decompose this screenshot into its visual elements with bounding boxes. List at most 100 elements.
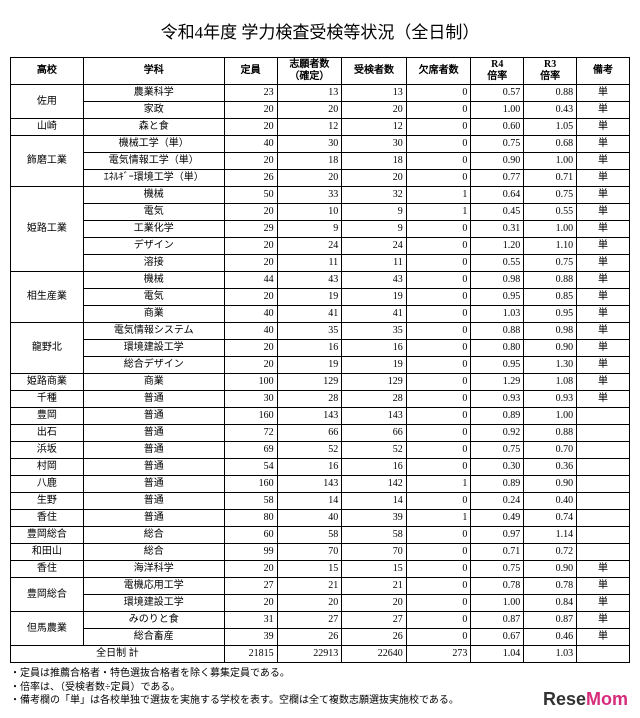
cell-dept: 電気 bbox=[83, 204, 224, 221]
cell-dept: 環境建設工学 bbox=[83, 340, 224, 357]
table-row: 香住海洋科学20151500.750.90単 bbox=[11, 561, 630, 578]
cell-r3: 0.84 bbox=[524, 595, 577, 612]
cell-cap: 39 bbox=[224, 629, 277, 646]
cell-note: 単 bbox=[577, 153, 630, 170]
cell-r3: 0.75 bbox=[524, 187, 577, 204]
cell-app: 20 bbox=[277, 595, 342, 612]
table-row: 和田山総合99707000.710.72 bbox=[11, 544, 630, 561]
cell-exam: 129 bbox=[342, 374, 407, 391]
cell-r3: 0.88 bbox=[524, 425, 577, 442]
cell-dept: 機械 bbox=[83, 187, 224, 204]
school-cell: 山崎 bbox=[11, 119, 84, 136]
cell-note: 単 bbox=[577, 612, 630, 629]
school-cell: 村岡 bbox=[11, 459, 84, 476]
cell-dept: 商業 bbox=[83, 374, 224, 391]
watermark-text: Rese bbox=[543, 689, 586, 709]
cell-note: 単 bbox=[577, 391, 630, 408]
cell-dept: 総合畜産 bbox=[83, 629, 224, 646]
table-row: 電気2010910.450.55単 bbox=[11, 204, 630, 221]
cell-r4: 0.97 bbox=[471, 527, 524, 544]
cell-note: 単 bbox=[577, 578, 630, 595]
cell-r3: 0.68 bbox=[524, 136, 577, 153]
school-cell: 香住 bbox=[11, 510, 84, 527]
footnotes: ・定員は推薦合格者・特色選抜合格者を除く募集定員である。・倍率は、（受検者数÷定… bbox=[10, 667, 630, 708]
table-row: 八鹿普通16014314210.890.90 bbox=[11, 476, 630, 493]
cell-abs: 1 bbox=[406, 510, 471, 527]
cell-cap: 40 bbox=[224, 306, 277, 323]
cell-note: 単 bbox=[577, 272, 630, 289]
cell-exam: 52 bbox=[342, 442, 407, 459]
table-row: 佐用農業科学23131300.570.88単 bbox=[11, 85, 630, 102]
cell-app: 24 bbox=[277, 238, 342, 255]
cell-abs: 0 bbox=[406, 170, 471, 187]
cell-abs: 0 bbox=[406, 102, 471, 119]
cell-r3: 0.36 bbox=[524, 459, 577, 476]
cell-abs: 0 bbox=[406, 391, 471, 408]
cell-r4: 0.78 bbox=[471, 578, 524, 595]
cell-app: 10 bbox=[277, 204, 342, 221]
cell-cap: 31 bbox=[224, 612, 277, 629]
cell-dept: 総合 bbox=[83, 527, 224, 544]
cell-r4: 0.31 bbox=[471, 221, 524, 238]
cell-note: 単 bbox=[577, 357, 630, 374]
cell-app: 143 bbox=[277, 408, 342, 425]
cell-cap: 29 bbox=[224, 221, 277, 238]
cell-note bbox=[577, 442, 630, 459]
hdr-cap: 定員 bbox=[224, 58, 277, 85]
table-row: 出石普通72666600.920.88 bbox=[11, 425, 630, 442]
cell-r3: 0.98 bbox=[524, 323, 577, 340]
cell-cap: 80 bbox=[224, 510, 277, 527]
cell-app: 52 bbox=[277, 442, 342, 459]
cell-abs: 1 bbox=[406, 476, 471, 493]
cell-cap: 54 bbox=[224, 459, 277, 476]
cell-cap: 40 bbox=[224, 136, 277, 153]
cell-exam: 14 bbox=[342, 493, 407, 510]
cell-r3: 0.46 bbox=[524, 629, 577, 646]
table-row: 飾磨工業機械工学（単）40303000.750.68単 bbox=[11, 136, 630, 153]
cell-cap: 160 bbox=[224, 476, 277, 493]
school-cell: 香住 bbox=[11, 561, 84, 578]
table-row: 但馬農業みのりと食31272700.870.87単 bbox=[11, 612, 630, 629]
page-title: 令和4年度 学力検査受検等状況（全日制） bbox=[10, 18, 630, 43]
school-cell: 姫路工業 bbox=[11, 187, 84, 272]
cell-app: 41 bbox=[277, 306, 342, 323]
cell-r3: 0.93 bbox=[524, 391, 577, 408]
hdr-exam: 受検者数 bbox=[342, 58, 407, 85]
cell-dept: 電機応用工学 bbox=[83, 578, 224, 595]
cell-cap: 58 bbox=[224, 493, 277, 510]
hdr-dept: 学科 bbox=[83, 58, 224, 85]
cell-exam: 70 bbox=[342, 544, 407, 561]
cell-cap: 20 bbox=[224, 204, 277, 221]
cell-app: 16 bbox=[277, 459, 342, 476]
table-body: 佐用農業科学23131300.570.88単家政20202001.000.43単… bbox=[11, 85, 630, 663]
cell-r4: 0.64 bbox=[471, 187, 524, 204]
cell-r4: 0.55 bbox=[471, 255, 524, 272]
cell-app: 19 bbox=[277, 357, 342, 374]
cell-cap: 20 bbox=[224, 102, 277, 119]
table-row: 千種普通30282800.930.93単 bbox=[11, 391, 630, 408]
cell-exam: 16 bbox=[342, 340, 407, 357]
cell-exam: 21 bbox=[342, 578, 407, 595]
cell-cap: 20 bbox=[224, 289, 277, 306]
cell-exam: 20 bbox=[342, 595, 407, 612]
watermark-text-accent: Mom bbox=[586, 689, 628, 709]
cell-r4: 1.29 bbox=[471, 374, 524, 391]
cell-r3: 0.43 bbox=[524, 102, 577, 119]
cell-abs: 0 bbox=[406, 221, 471, 238]
cell-r4: 0.90 bbox=[471, 153, 524, 170]
cell-exam: 15 bbox=[342, 561, 407, 578]
table-row: 溶接20111100.550.75単 bbox=[11, 255, 630, 272]
hdr-note: 備考 bbox=[577, 58, 630, 85]
cell-dept: 電気情報システム bbox=[83, 323, 224, 340]
cell-abs: 0 bbox=[406, 425, 471, 442]
cell-abs: 0 bbox=[406, 493, 471, 510]
cell-app: 28 bbox=[277, 391, 342, 408]
total-r3: 1.03 bbox=[524, 646, 577, 663]
cell-app: 129 bbox=[277, 374, 342, 391]
cell-dept: 農業科学 bbox=[83, 85, 224, 102]
table-header: 高校 学科 定員 志願者数 （確定） 受検者数 欠席者数 R4 倍率 R3 倍率… bbox=[11, 58, 630, 85]
cell-r3: 0.72 bbox=[524, 544, 577, 561]
cell-dept: 普通 bbox=[83, 408, 224, 425]
cell-r3: 0.55 bbox=[524, 204, 577, 221]
cell-dept: 環境建設工学 bbox=[83, 595, 224, 612]
